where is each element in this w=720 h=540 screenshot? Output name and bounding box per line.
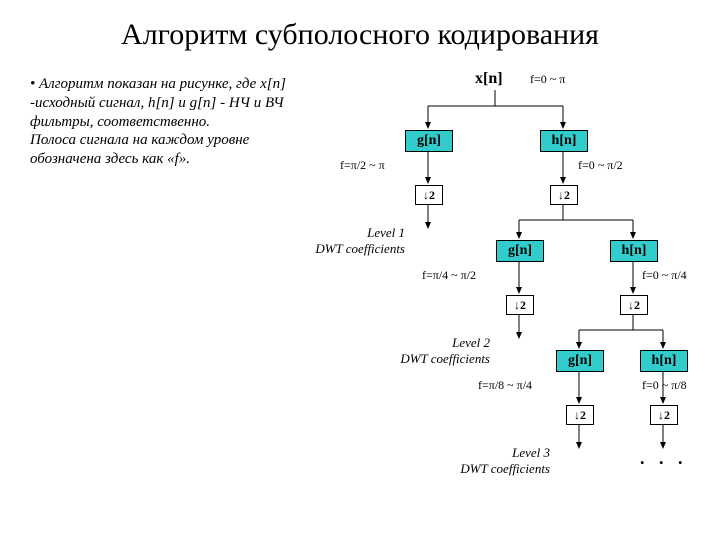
level2-label: Level 2DWT coefficients — [370, 335, 490, 367]
level1-label: Level 1DWT coefficients — [285, 225, 405, 257]
downsample-h-level2: ↓2 — [620, 295, 648, 315]
band-h-level3: f=0 ~ π/8 — [642, 378, 687, 393]
description-text: • Алгоритм показан на рисунке, где x[n] … — [30, 75, 300, 169]
band-g-level2: f=π/4 ~ π/2 — [422, 268, 476, 283]
dwt-tree-diagram: x[n] f=0 ~ π g[n] h[n] f=π/2 ~ π f=0 ~ π… — [310, 70, 700, 530]
band-g-level3: f=π/8 ~ π/4 — [478, 378, 532, 393]
filter-g-level3: g[n] — [556, 350, 604, 372]
input-label: x[n] — [475, 70, 503, 88]
downsample-h-level3: ↓2 — [650, 405, 678, 425]
filter-h-level2: h[n] — [610, 240, 658, 262]
page-title: Алгоритм субполосного кодирования — [0, 18, 720, 52]
band-h-level1: f=0 ~ π/2 — [578, 158, 623, 173]
band-h-level2: f=0 ~ π/4 — [642, 268, 687, 283]
filter-g-level2: g[n] — [496, 240, 544, 262]
input-band-label: f=0 ~ π — [530, 72, 565, 87]
downsample-g-level2: ↓2 — [506, 295, 534, 315]
filter-h-level3: h[n] — [640, 350, 688, 372]
downsample-g-level1: ↓2 — [415, 185, 443, 205]
filter-g-level1: g[n] — [405, 130, 453, 152]
downsample-g-level3: ↓2 — [566, 405, 594, 425]
level3-label: Level 3DWT coefficients — [430, 445, 550, 477]
downsample-h-level1: ↓2 — [550, 185, 578, 205]
ellipsis: . . . — [640, 448, 688, 469]
band-g-level1: f=π/2 ~ π — [340, 158, 385, 173]
filter-h-level1: h[n] — [540, 130, 588, 152]
